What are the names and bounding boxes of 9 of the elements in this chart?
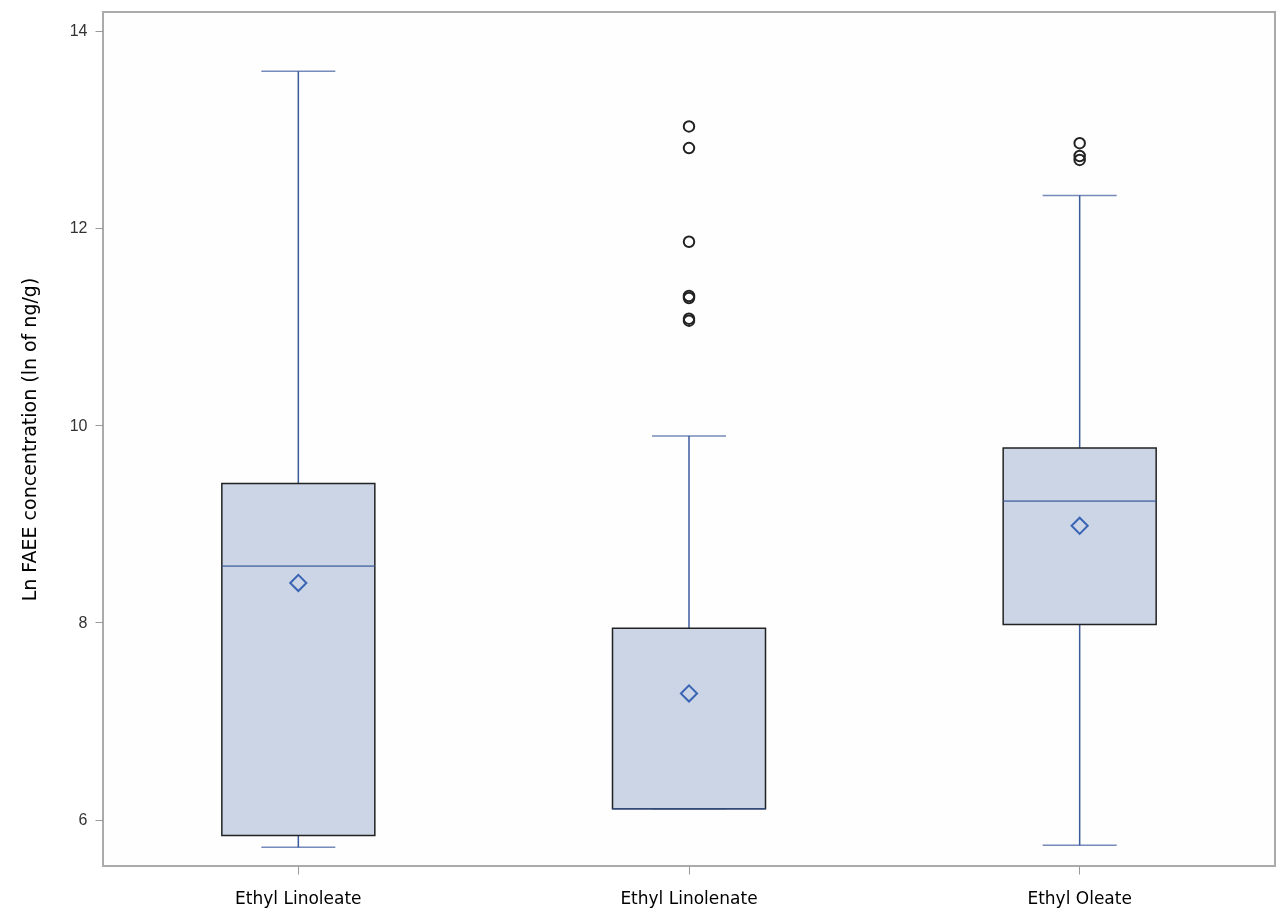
y-tick-label: 6 [78,811,88,829]
y-tick-label: 12 [69,219,88,237]
x-tick-label: Ethyl Oleate [1027,887,1132,908]
x-tick-label: Ethyl Linolenate [620,887,758,908]
y-tick-label: 14 [69,22,88,40]
y-tick-label: 10 [69,416,88,434]
y-axis-title: Ln FAEE concentration (ln of ng/g) [17,277,40,602]
x-tick-label: Ethyl Linoleate [235,887,362,908]
y-tick-label: 8 [78,613,88,631]
